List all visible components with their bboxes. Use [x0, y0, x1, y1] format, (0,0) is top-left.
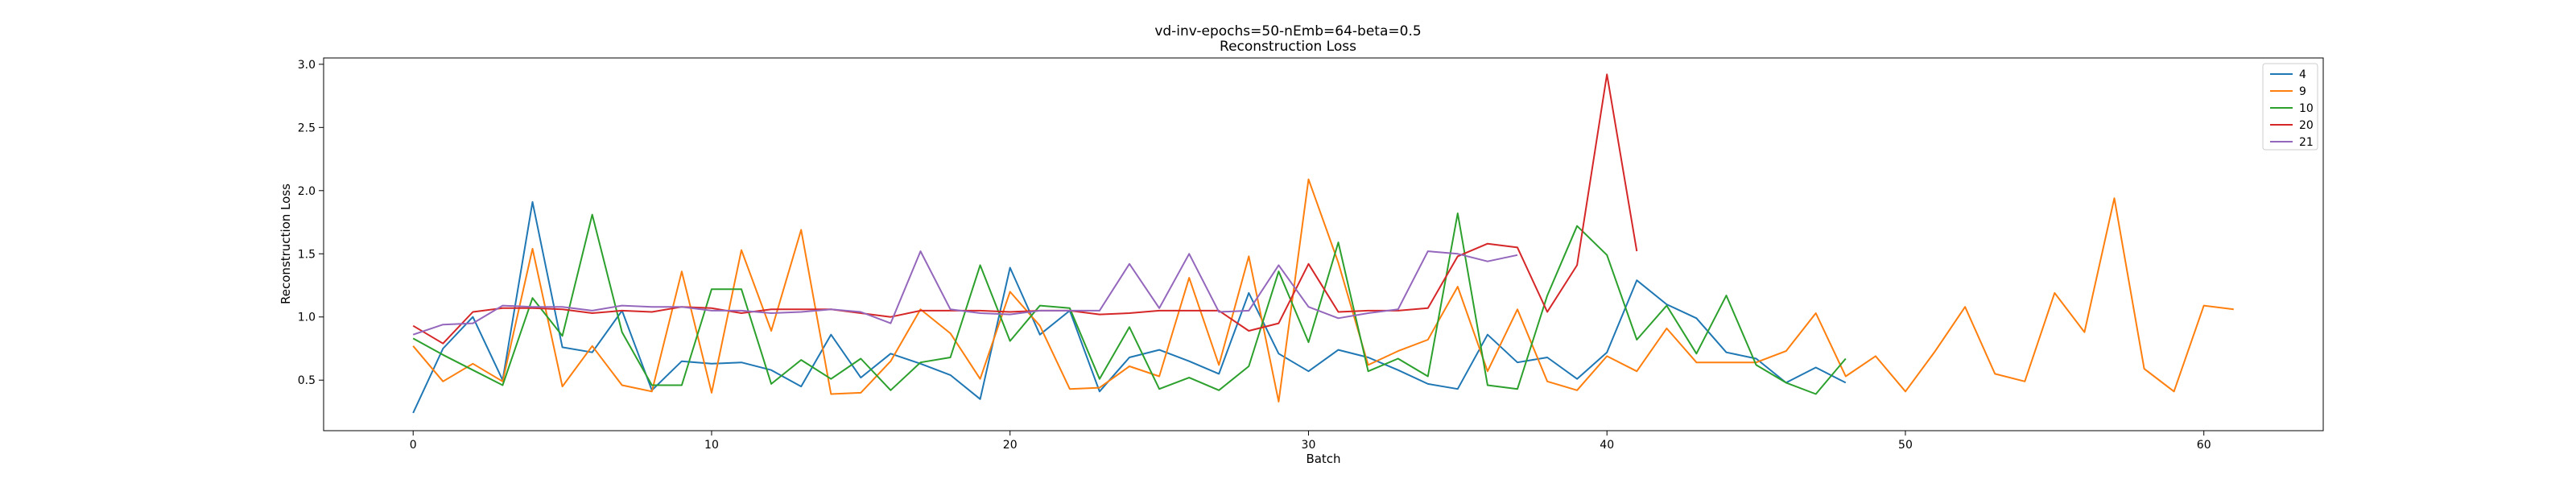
- x-tick-label: 60: [2197, 439, 2211, 452]
- series-line-9: [412, 178, 2234, 402]
- legend-label-4: 4: [2299, 68, 2306, 81]
- x-tick-label: 40: [1600, 439, 1614, 452]
- legend-frame: [2262, 63, 2318, 151]
- plot-lines: [412, 73, 2234, 414]
- legend-label-9: 9: [2299, 85, 2306, 98]
- legend-label-20: 20: [2299, 119, 2314, 132]
- y-tick-label: 1.0: [298, 312, 316, 324]
- x-tick-label: 20: [1003, 439, 1018, 452]
- legend-label-21: 21: [2299, 136, 2314, 149]
- x-tick-label: 10: [704, 439, 719, 452]
- series-line-21: [412, 250, 1518, 336]
- x-axis-ticks: 0 10 20 30 40 50 60: [410, 431, 2211, 452]
- y-axis-label: Reconstruction Loss: [279, 184, 293, 304]
- x-axis-label: Batch: [1306, 452, 1340, 466]
- chart-title: vd-inv-epochs=50-nEmb=64-beta=0.5: [1154, 23, 1421, 39]
- y-tick-label: 2.5: [298, 122, 316, 134]
- chart-subtitle: Reconstruction Loss: [1220, 39, 1356, 55]
- y-tick-label: 2.0: [298, 185, 316, 198]
- y-tick-label: 3.0: [298, 59, 316, 72]
- x-tick-label: 50: [1898, 439, 1913, 452]
- series-line-20: [412, 73, 1638, 345]
- series-line-10: [412, 213, 1847, 395]
- chart-legend: 4 9 10 20 21: [2262, 63, 2318, 151]
- y-axis-ticks: 0.5 1.0 1.5 2.0 2.5 3.0: [298, 59, 324, 387]
- x-tick-label: 0: [410, 439, 417, 452]
- y-tick-label: 1.5: [298, 248, 316, 261]
- series-line-4: [412, 200, 1847, 414]
- y-tick-label: 0.5: [298, 374, 316, 387]
- x-tick-label: 30: [1302, 439, 1316, 452]
- plot-frame: [323, 57, 2324, 431]
- legend-label-10: 10: [2299, 102, 2314, 115]
